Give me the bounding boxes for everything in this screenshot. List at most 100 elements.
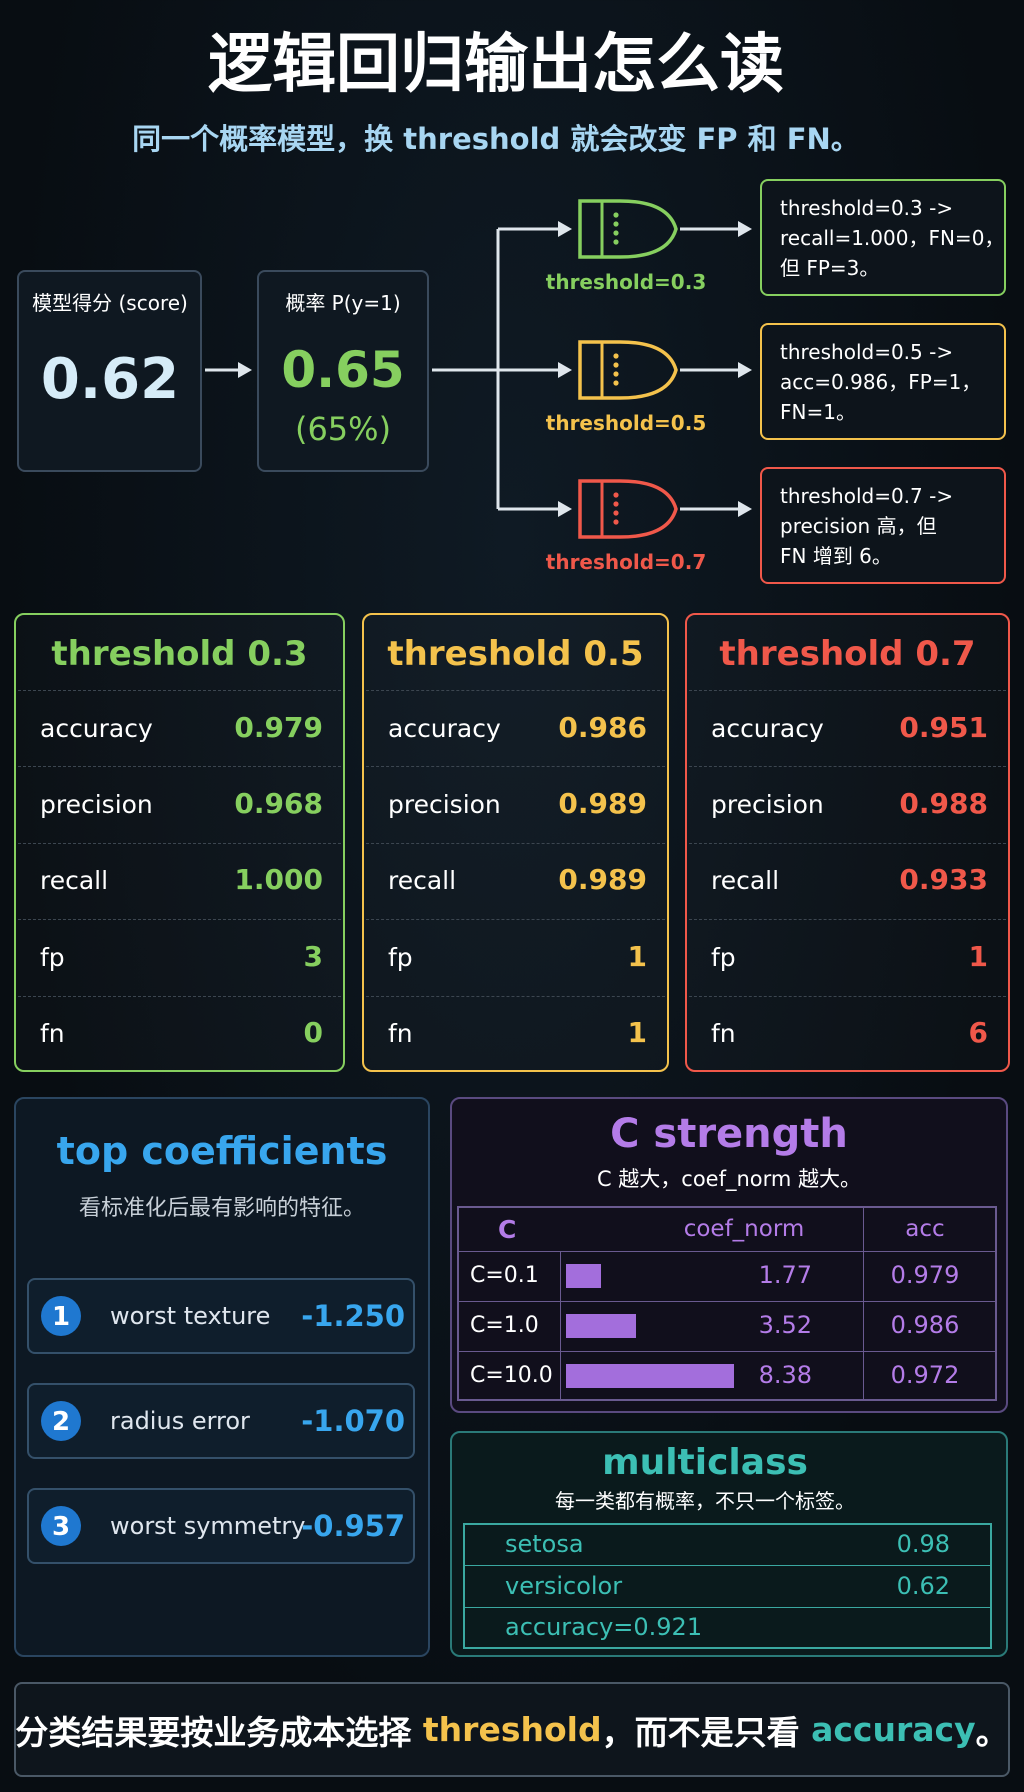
- metric-value: 3: [303, 939, 323, 973]
- score-box: [17, 270, 202, 472]
- score-value: 0.62: [40, 347, 180, 413]
- c-panel: [450, 1097, 1008, 1413]
- footer-text: 分类结果要按业务成本选择: [15, 1712, 423, 1752]
- note-line: threshold=0.3 ->: [780, 195, 954, 220]
- note-box: [760, 323, 1006, 440]
- footer-text: accuracy: [811, 1710, 976, 1749]
- arrow-head: [558, 501, 572, 517]
- note-line: acc=0.986，FP=1，: [780, 369, 982, 394]
- metric-name: fn: [711, 1019, 736, 1049]
- row-divider: [463, 1607, 992, 1608]
- rank-badge: [41, 1296, 81, 1336]
- card-title: threshold 0.5: [387, 633, 644, 674]
- gate-icon: [578, 479, 678, 539]
- coef-item: [27, 1278, 415, 1354]
- row-divider: [689, 919, 1006, 921]
- acc: 0.986: [890, 1311, 960, 1340]
- row-divider: [689, 766, 1006, 768]
- col-header: coef_norm: [683, 1215, 805, 1242]
- col-header: acc: [905, 1215, 945, 1242]
- footer-text: 。: [975, 1712, 1009, 1752]
- feature-value: -0.957: [301, 1509, 405, 1544]
- coef-bar: [566, 1264, 602, 1288]
- coef-item: [27, 1383, 415, 1459]
- note-line: precision 高，但: [780, 513, 937, 538]
- gate-label: threshold=0.7: [545, 549, 707, 574]
- note-line: recall=1.000，FN=0，: [780, 225, 1005, 250]
- feature-name: worst texture: [110, 1302, 271, 1331]
- col-divider: [560, 1251, 561, 1401]
- row-divider: [366, 919, 665, 921]
- feature-name: radius error: [110, 1407, 250, 1436]
- class-name: setosa: [505, 1530, 584, 1559]
- class-prob: 0.98: [896, 1530, 950, 1559]
- metric-value: 0.986: [558, 710, 647, 744]
- coef-subtitle: 看标准化后最有影响的特征。: [78, 1196, 365, 1222]
- note-box: [760, 179, 1006, 296]
- c-subtitle: C 越大，coef_norm 越大。: [596, 1166, 862, 1191]
- row-divider: [689, 995, 1006, 997]
- gate-label: threshold=0.5: [545, 410, 707, 435]
- arrow-head: [558, 362, 572, 378]
- row-divider: [366, 842, 665, 844]
- footer: 分类结果要按业务成本选择 threshold ，而不是只看 accuracy。: [14, 1682, 1010, 1777]
- multiclass-subtitle: 每一类都有概率，不只一个标签。: [555, 1488, 855, 1513]
- gate-dot: [613, 510, 619, 516]
- rank: 2: [51, 1406, 71, 1437]
- gate-dot: [613, 353, 619, 359]
- rank: 1: [51, 1301, 71, 1332]
- note-line: threshold=0.5 ->: [780, 339, 954, 364]
- metric-name: precision: [40, 789, 153, 819]
- score-label: 模型得分 (score): [32, 290, 188, 315]
- coef-title: top coefficients: [56, 1129, 388, 1174]
- threshold-card: [685, 613, 1010, 1072]
- gate-dot: [613, 492, 619, 498]
- subtitle: 同一个概率模型，换 threshold 就会改变 FP 和 FN。: [132, 122, 860, 157]
- c-value: C=0.1: [470, 1263, 539, 1289]
- metric-value: 1: [968, 939, 988, 973]
- metric-value: 0: [303, 1016, 323, 1050]
- metric-name: accuracy: [40, 713, 153, 743]
- metric-name: fn: [40, 1019, 65, 1049]
- metric-value: 0.989: [558, 863, 647, 897]
- row-divider: [457, 1301, 997, 1302]
- row-divider: [366, 690, 665, 691]
- gate-dot: [613, 221, 619, 227]
- note-line: FN=1。: [780, 399, 856, 424]
- gate-label: threshold=0.3: [545, 269, 707, 294]
- prob-box: [257, 270, 429, 472]
- feature-value: -1.070: [301, 1404, 405, 1439]
- row-divider: [463, 1565, 992, 1566]
- metric-name: fp: [40, 942, 65, 972]
- class-prob: 0.62: [896, 1572, 950, 1601]
- coef-norm: 8.38: [758, 1361, 812, 1390]
- metric-name: fp: [711, 942, 736, 972]
- note-line: 但 FP=3。: [780, 255, 880, 280]
- prob-value: 0.65: [281, 341, 405, 399]
- metric-name: fp: [388, 942, 413, 972]
- metric-value: 6: [968, 1016, 988, 1050]
- metric-name: recall: [711, 866, 780, 896]
- metric-value: 1: [627, 1016, 647, 1050]
- gate-dot: [613, 362, 619, 368]
- multiclass-title: multiclass: [602, 1441, 808, 1483]
- metric-value: 0.933: [899, 863, 988, 897]
- footer-text: threshold: [422, 1710, 602, 1749]
- acc: 0.972: [890, 1361, 960, 1390]
- arrow-head: [738, 221, 752, 237]
- coef-norm: 1.77: [758, 1261, 812, 1290]
- arrow-head: [558, 221, 572, 237]
- note-line: FN 增到 6。: [780, 543, 892, 568]
- c-table: [457, 1206, 997, 1401]
- gate-dot: [613, 519, 619, 525]
- metric-value: 0.951: [899, 710, 988, 744]
- multiclass-summary: accuracy=0.921: [505, 1613, 703, 1642]
- metric-name: precision: [711, 789, 824, 819]
- coef-bar: [566, 1364, 734, 1388]
- c-value: C=1.0: [470, 1313, 539, 1339]
- row-divider: [457, 1251, 997, 1252]
- gate-dot: [613, 380, 619, 386]
- c-title: C strength: [610, 1111, 848, 1158]
